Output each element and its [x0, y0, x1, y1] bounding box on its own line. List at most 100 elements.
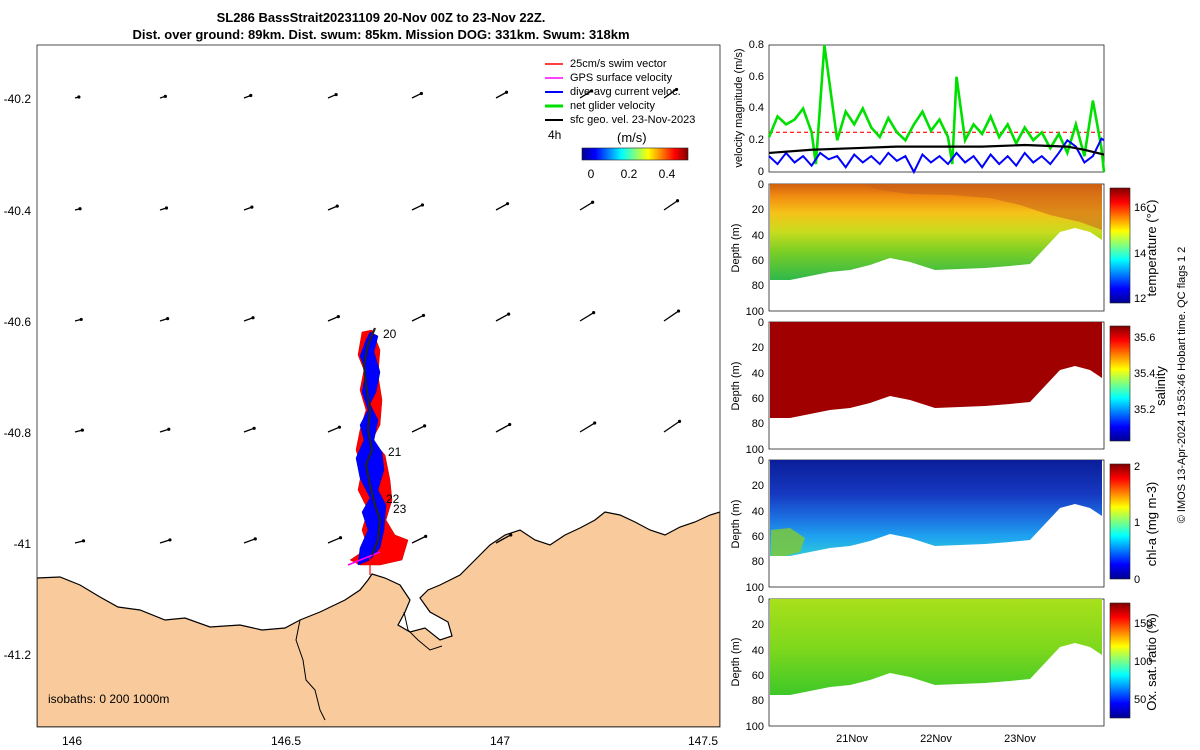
velocity-arrow — [243, 538, 256, 544]
velocity-arrow-head — [509, 533, 513, 537]
velocity-panel: 0 0.2 0.4 0.6 0.8 velocity magnitude (m/… — [733, 39, 1106, 178]
velocity-arrow — [327, 537, 341, 544]
velocity-axes-frame — [768, 44, 1105, 173]
velocity-arrow-head — [589, 89, 594, 93]
velocity-arrow — [327, 426, 340, 433]
velocity-arrow-head — [592, 311, 596, 315]
velocity-arrow-head — [163, 94, 167, 98]
velocity-arrow — [411, 314, 424, 322]
velocity-arrow — [663, 200, 678, 211]
chlorophyll-high-patch — [771, 528, 805, 556]
temperature-warm-layer — [860, 184, 1102, 230]
imos-credit-note: © IMOS 13-Apr-2024 19:53:46 Hobart time.… — [1176, 247, 1188, 524]
salinity-colorbar-tick: 35.4 — [1134, 368, 1155, 380]
legend-label-gps: GPS surface velocity — [570, 72, 673, 84]
velocity-arrow-head — [338, 536, 343, 540]
current-velocity-series — [768, 137, 1105, 175]
velocity-arrow-head — [504, 90, 509, 94]
velocity-arrow-head — [168, 538, 172, 542]
salinity-field — [770, 322, 1102, 418]
velocity-arrow — [327, 205, 338, 211]
velocity-arrow — [411, 204, 423, 211]
oxygen-colorbar-tick: 150 — [1134, 618, 1152, 630]
velocity-arrow-head — [80, 428, 84, 432]
velocity-arrow-head — [421, 313, 426, 318]
velocity-arrow-head — [249, 93, 253, 98]
velocity-ytick: 0.4 — [749, 102, 764, 114]
oxygen-ytick: 40 — [752, 645, 764, 657]
velocity-arrow-head — [508, 422, 512, 427]
velocity-arrow-head — [166, 317, 170, 321]
oxygen-ytick: 100 — [746, 721, 764, 733]
velocity-arrow-head — [164, 206, 169, 210]
map-xtick-label: 146.5 — [271, 734, 301, 748]
velocity-arrow-head — [591, 200, 595, 204]
figure-title-line1: SL286 BassStrait20231109 20-Nov 00Z to 2… — [217, 10, 546, 25]
velocity-ytick: 0.8 — [749, 39, 764, 51]
chlorophyll-ytick: 100 — [746, 582, 764, 594]
temperature-colorbar-tick: 16 — [1134, 202, 1146, 214]
salinity-ytick: 40 — [752, 368, 764, 380]
chlorophyll-ylabel: Depth (m) — [730, 500, 742, 549]
track-label-day20: 20 — [383, 327, 397, 341]
glider-track: 20 21 22 23 — [347, 327, 409, 575]
time-xtick: 21Nov — [836, 733, 868, 745]
chlorophyll-colorbar — [1109, 463, 1131, 580]
estuary-inlet — [295, 611, 443, 721]
oxygen-ytick: 80 — [752, 695, 764, 707]
velocity-arrow — [495, 91, 507, 99]
velocity-ylabel: velocity magnitude (m/s) — [733, 48, 745, 167]
temperature-ylabel: Depth (m) — [730, 224, 742, 273]
map-legend: 25cm/s swim vector GPS surface velocity … — [545, 58, 695, 181]
legend-label-net: net glider velocity — [570, 100, 655, 112]
map-colorbar-tick: 0.2 — [621, 167, 638, 181]
chlorophyll-panel: 0 20 40 60 80 100 Depth (m) 0 1 2 chl-a … — [730, 455, 1159, 594]
velocity-arrow — [495, 203, 508, 211]
oxygen-colorbar-tick: 100 — [1134, 656, 1152, 668]
temperature-ytick: 100 — [746, 306, 764, 318]
velocity-arrow-head — [253, 537, 257, 541]
oxygen-ytick: 60 — [752, 670, 764, 682]
velocity-ytick: 0.2 — [749, 134, 764, 146]
map-colorbar-tick: 0.4 — [659, 167, 676, 181]
velocity-arrow-head — [419, 91, 423, 96]
velocity-arrow-head — [78, 207, 82, 211]
chlorophyll-colorbar-tick: 2 — [1134, 461, 1140, 473]
velocity-arrow-head — [337, 425, 342, 429]
velocity-arrow — [495, 423, 511, 433]
temperature-ytick: 20 — [752, 204, 764, 216]
figure-title-line2: Dist. over ground: 89km. Dist. swum: 85k… — [132, 27, 629, 42]
map-xtick-label: 146 — [62, 734, 82, 748]
velocity-arrow-head — [675, 199, 680, 203]
geostrophic-velocity-series — [768, 143, 1105, 156]
oxygen-ylabel: Depth (m) — [730, 638, 742, 687]
velocity-arrow-head — [676, 309, 681, 313]
velocity-arrow-head — [423, 424, 427, 428]
salinity-ytick: 60 — [752, 393, 764, 405]
oxygen-ytick: 20 — [752, 619, 764, 631]
chlorophyll-ytick: 60 — [752, 531, 764, 543]
temperature-field — [770, 184, 1102, 280]
salinity-colorbar-label: salinity — [1153, 366, 1168, 406]
salinity-colorbar — [1109, 325, 1131, 442]
map-ytick-label: -40.6 — [4, 315, 32, 329]
temperature-ytick: 80 — [752, 280, 764, 292]
map-panel: 20 21 22 23 -40.2 -40.4 -40.6 -40.8 -41 … — [4, 44, 721, 748]
map-ytick-label: -40.2 — [4, 92, 32, 106]
velocity-arrow — [411, 425, 425, 433]
salinity-ytick: 100 — [746, 444, 764, 456]
oxygen-colorbar — [1109, 602, 1131, 719]
temperature-ytick: 0 — [758, 179, 764, 191]
temperature-colorbar-label: temperature (°C) — [1144, 200, 1159, 297]
chlorophyll-colorbar-tick: 1 — [1134, 517, 1140, 529]
map-xtick-label: 147 — [490, 734, 510, 748]
velocity-arrow — [663, 420, 680, 433]
velocity-arrow — [663, 310, 679, 322]
temperature-panel: 0 20 40 60 80 100 Depth (m) 12 14 16 tem… — [730, 179, 1159, 318]
gps-surface-vector — [347, 551, 381, 566]
chlorophyll-ytick: 40 — [752, 506, 764, 518]
legend-label-geo: sfc geo. vel. 23-Nov-2023 — [570, 114, 695, 126]
salinity-panel: 0 20 40 60 80 100 Depth (m) 35.2 35.4 35… — [730, 317, 1168, 456]
velocity-arrow — [579, 422, 596, 433]
velocity-arrow-head — [507, 312, 511, 316]
